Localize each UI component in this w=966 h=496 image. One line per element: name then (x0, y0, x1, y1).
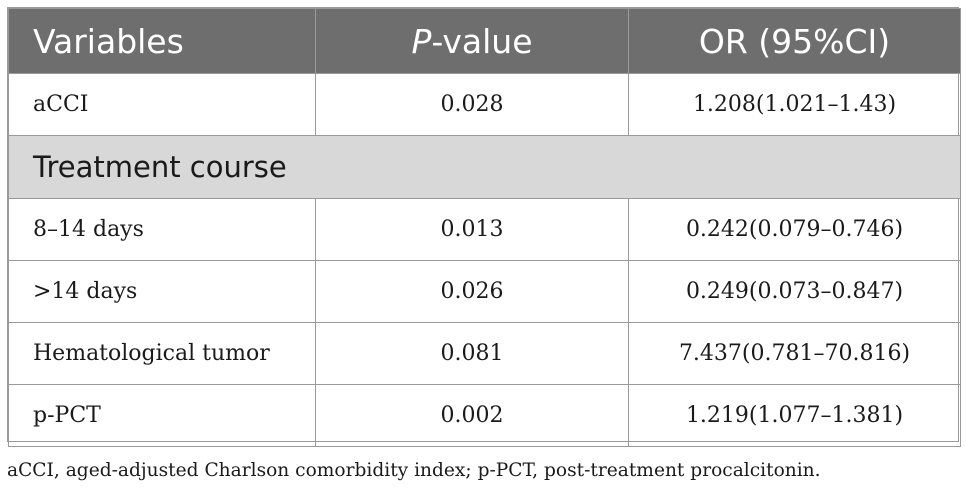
cell-variable: 8–14 days (8, 198, 316, 261)
cell-or: 1.208(1.021–1.43) (628, 73, 961, 136)
header-p-value: P-value (315, 8, 629, 74)
table-row: >14 days 0.026 0.249(0.073–0.847) (8, 260, 961, 323)
header-p-suffix: -value (431, 21, 533, 61)
cell-or: 1.219(1.077–1.381) (628, 384, 961, 447)
cell-p-value: 0.026 (315, 260, 629, 323)
table-row: 8–14 days 0.013 0.242(0.079–0.746) (8, 198, 961, 261)
cell-variable: aCCI (8, 73, 316, 136)
table-row: Hematological tumor 0.081 7.437(0.781–70… (8, 322, 961, 385)
cell-p-value: 0.002 (315, 384, 629, 447)
header-or: OR (95%CI) (628, 8, 961, 74)
cell-p-value: 0.081 (315, 322, 629, 385)
cell-variable: p-PCT (8, 384, 316, 447)
cell-p-value: 0.028 (315, 73, 629, 136)
results-table: Variables P-value OR (95%CI) aCCI 0.028 … (8, 8, 961, 447)
header-p-letter: P (411, 21, 432, 61)
cell-or: 0.242(0.079–0.746) (628, 198, 961, 261)
table-header-row: Variables P-value OR (95%CI) (8, 8, 961, 74)
cell-or: 0.249(0.073–0.847) (628, 260, 961, 323)
table-row: p-PCT 0.002 1.219(1.077–1.381) (8, 384, 961, 447)
section-row: Treatment course (8, 135, 961, 199)
cell-variable: >14 days (8, 260, 316, 323)
section-label: Treatment course (8, 135, 961, 199)
results-table-container: Variables P-value OR (95%CI) aCCI 0.028 … (7, 7, 961, 447)
cell-or: 7.437(0.781–70.816) (628, 322, 961, 385)
cell-variable: Hematological tumor (8, 322, 316, 385)
cell-p-value: 0.013 (315, 198, 629, 261)
table-row: aCCI 0.028 1.208(1.021–1.43) (8, 73, 961, 136)
table-footnote: aCCI, aged-adjusted Charlson comorbidity… (7, 460, 821, 481)
header-variables: Variables (8, 8, 316, 74)
